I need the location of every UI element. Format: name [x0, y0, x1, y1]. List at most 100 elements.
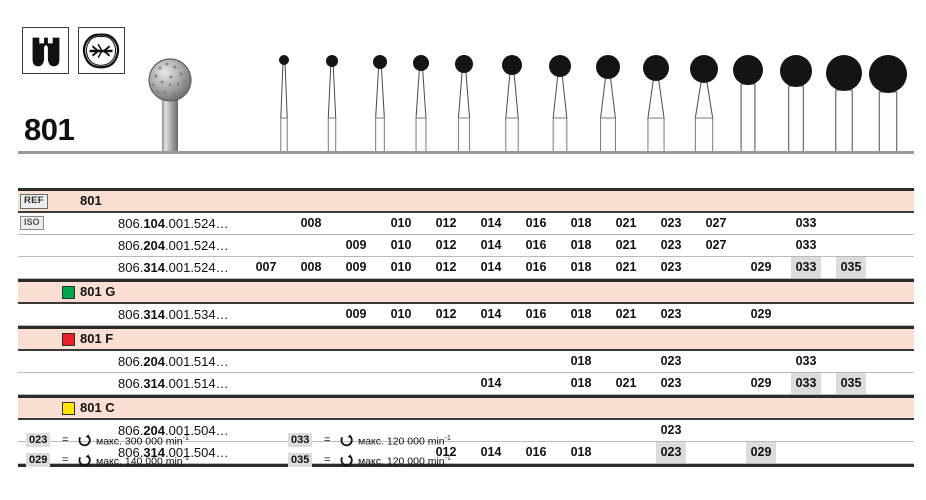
row-rule	[18, 278, 914, 279]
size-cell-012: 012	[435, 238, 457, 252]
bur-illustration-021	[640, 52, 672, 152]
reference-number: 806.314.001.524…	[118, 260, 229, 275]
table-row: 806.314.001.524… 007 008 009 010 012 014 016 018…	[18, 257, 914, 278]
size-cell-009: 009	[345, 260, 367, 274]
bur-illustration-018	[593, 52, 623, 152]
group-label: 801 F	[80, 331, 114, 346]
size-cell-012: 012	[435, 216, 457, 230]
page-title: 801	[24, 112, 75, 147]
size-cell-010: 010	[390, 260, 412, 274]
grit-color-swatch	[62, 286, 75, 299]
size-cell-014: 014	[480, 445, 502, 459]
bur-illustration-027	[730, 52, 766, 152]
reference-number: 806.204.001.514…	[118, 354, 229, 369]
size-cell-021: 021	[615, 307, 637, 321]
table-bottom-rule	[18, 464, 914, 467]
legend-size-badge: 033	[288, 433, 313, 447]
size-cell-018: 018	[570, 260, 592, 274]
row-rule	[18, 325, 914, 326]
size-cell-018: 018	[570, 376, 592, 390]
band-bottom-rule	[18, 302, 914, 304]
size-cell-023: 023	[660, 238, 682, 252]
product-header: 801	[0, 0, 926, 172]
reference-number: 806.104.001.524…	[118, 216, 229, 231]
legend-equals-sign: =	[324, 434, 331, 446]
bur-illustration-010	[410, 52, 432, 152]
reference-number: 806.204.001.504…	[118, 423, 229, 438]
legend-size-badge: 035	[288, 453, 313, 467]
size-cell-021: 021	[615, 216, 637, 230]
size-cell-010: 010	[390, 307, 412, 321]
reference-number: 806.314.001.514…	[118, 376, 229, 391]
row-rule	[18, 463, 914, 464]
bur-illustration-016	[546, 52, 574, 152]
size-cell-014: 014	[480, 307, 502, 321]
group-label: 801 G	[80, 284, 116, 299]
band-bottom-rule	[18, 349, 914, 351]
size-cell-010: 010	[390, 216, 412, 230]
max-speed-rotation-icon	[76, 452, 92, 468]
bur-illustration-007	[274, 52, 294, 152]
table-row: 806.204.001.514… 018 023 033	[18, 351, 914, 372]
size-cell-023: 023	[660, 423, 682, 437]
bur-illustration-009	[370, 52, 390, 152]
size-cell-008: 008	[300, 216, 322, 230]
size-cell-009: 009	[345, 238, 367, 252]
size-cell-018: 018	[570, 307, 592, 321]
max-speed-rotation-icon	[338, 452, 354, 468]
bur-size-illustrations	[0, 52, 926, 152]
bur-illustration-029	[777, 52, 815, 152]
group-band-801-c: 801 C	[18, 398, 914, 418]
group-label: 801 C	[80, 400, 115, 415]
legend-size-badge: 023	[26, 433, 51, 447]
group-band-801-g: 801 G	[18, 282, 914, 302]
bur-illustration-008	[322, 52, 342, 152]
size-cell-023: 023	[660, 354, 682, 368]
row-rule	[18, 441, 914, 442]
size-cell-018: 018	[570, 238, 592, 252]
group-band-801: REF 801	[18, 191, 914, 211]
sizes-table: REF 801 ISO 806.104.001.524… 008 010 012 014 016…	[18, 188, 914, 467]
size-cell-023: 023	[660, 307, 682, 321]
size-cell-012: 012	[435, 260, 457, 274]
size-cell-033: 033	[795, 354, 817, 368]
table-row: 806.104.001.524… 008 010 012 014 016 018 021 023…	[18, 213, 914, 234]
size-cell-029: 029	[746, 442, 776, 463]
size-cell-027: 027	[705, 238, 727, 252]
size-cell-009: 009	[345, 307, 367, 321]
group-label: 801	[80, 193, 102, 208]
speed-legend: 023 = макс. 300 000 min-1 029 = макс. 140 000…	[18, 432, 914, 478]
baseline-rule	[18, 151, 914, 154]
row-rule	[18, 256, 914, 257]
reference-number: 806.314.001.504…	[118, 445, 229, 460]
legend-speed-text: макс. 300 000 min-1	[96, 435, 189, 448]
size-cell-018: 018	[570, 445, 592, 459]
size-cell-016: 016	[525, 307, 547, 321]
table-row: 806.314.001.514… 014 018 021 023 029 033 035	[18, 373, 914, 394]
size-cell-012: 012	[435, 307, 457, 321]
size-cell-016: 016	[525, 445, 547, 459]
legend-equals-sign: =	[62, 454, 69, 466]
size-cell-033: 033	[795, 216, 817, 230]
legend-equals-sign: =	[62, 434, 69, 446]
size-cell-014: 014	[480, 260, 502, 274]
table-row: 806.314.001.504… 012 014 016 018 023 029	[18, 442, 914, 463]
size-cell-014: 014	[480, 216, 502, 230]
size-cell-007: 007	[255, 260, 277, 274]
band-bottom-rule	[18, 418, 914, 420]
size-cell-035: 035	[836, 257, 866, 278]
legend-size-badge: 029	[26, 453, 51, 467]
size-cell-033: 033	[791, 257, 821, 278]
group-separator-rule	[18, 326, 914, 329]
max-speed-rotation-icon	[338, 432, 354, 448]
size-cell-018: 018	[570, 354, 592, 368]
size-cell-027: 027	[705, 216, 727, 230]
size-cell-021: 021	[615, 260, 637, 274]
table-row: 806.204.001.524… 009 010 012 014 016 018 021 023…	[18, 235, 914, 256]
legend-speed-text: макс. 140 000 min-1	[96, 455, 189, 468]
size-cell-014: 014	[480, 238, 502, 252]
size-cell-023: 023	[660, 216, 682, 230]
bur-illustration-012	[452, 52, 476, 152]
size-cell-016: 016	[525, 238, 547, 252]
size-cell-033: 033	[795, 238, 817, 252]
